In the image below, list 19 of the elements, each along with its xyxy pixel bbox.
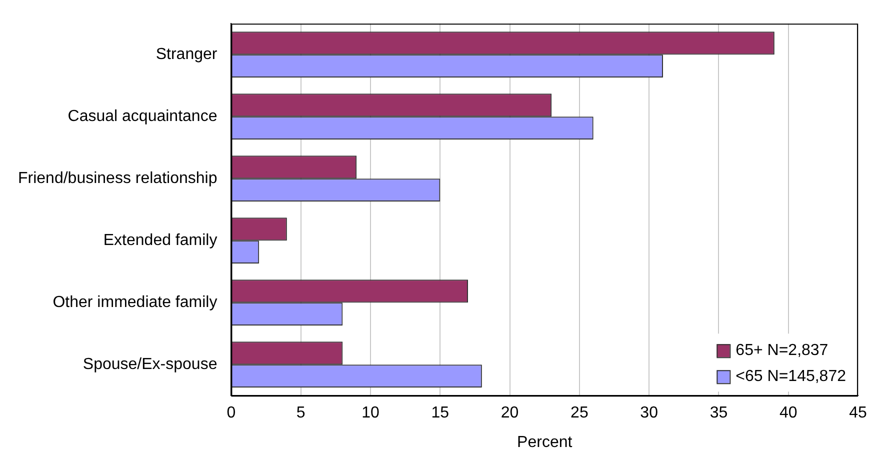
x-tick-label: 35 <box>710 404 728 422</box>
y-tick-label: Casual acquaintance <box>68 108 218 126</box>
x-tick-label: 0 <box>226 404 236 422</box>
x-tick-label: 10 <box>362 404 380 422</box>
x-tick-label: 25 <box>570 404 588 422</box>
x-tick-label: 40 <box>779 404 798 422</box>
y-tick-label: Stranger <box>156 46 218 64</box>
y-tick-label: Spouse/Ex-spouse <box>82 356 218 374</box>
x-tick-label: 15 <box>431 404 450 422</box>
x-axis-title: Percent <box>517 434 573 451</box>
y-tick-label: Friend/business relationship <box>18 170 218 188</box>
legend-label: 65+ N=2,837 <box>736 342 828 360</box>
x-tick-label: 5 <box>296 404 306 422</box>
x-tick-label: 30 <box>640 404 658 422</box>
x-tick-label: 20 <box>500 404 519 422</box>
y-tick-label: Other immediate family <box>52 294 218 312</box>
legend-label: <65 N=145,872 <box>736 368 846 386</box>
x-tick-label: 45 <box>849 404 867 422</box>
y-tick-label: Extended family <box>103 232 218 250</box>
